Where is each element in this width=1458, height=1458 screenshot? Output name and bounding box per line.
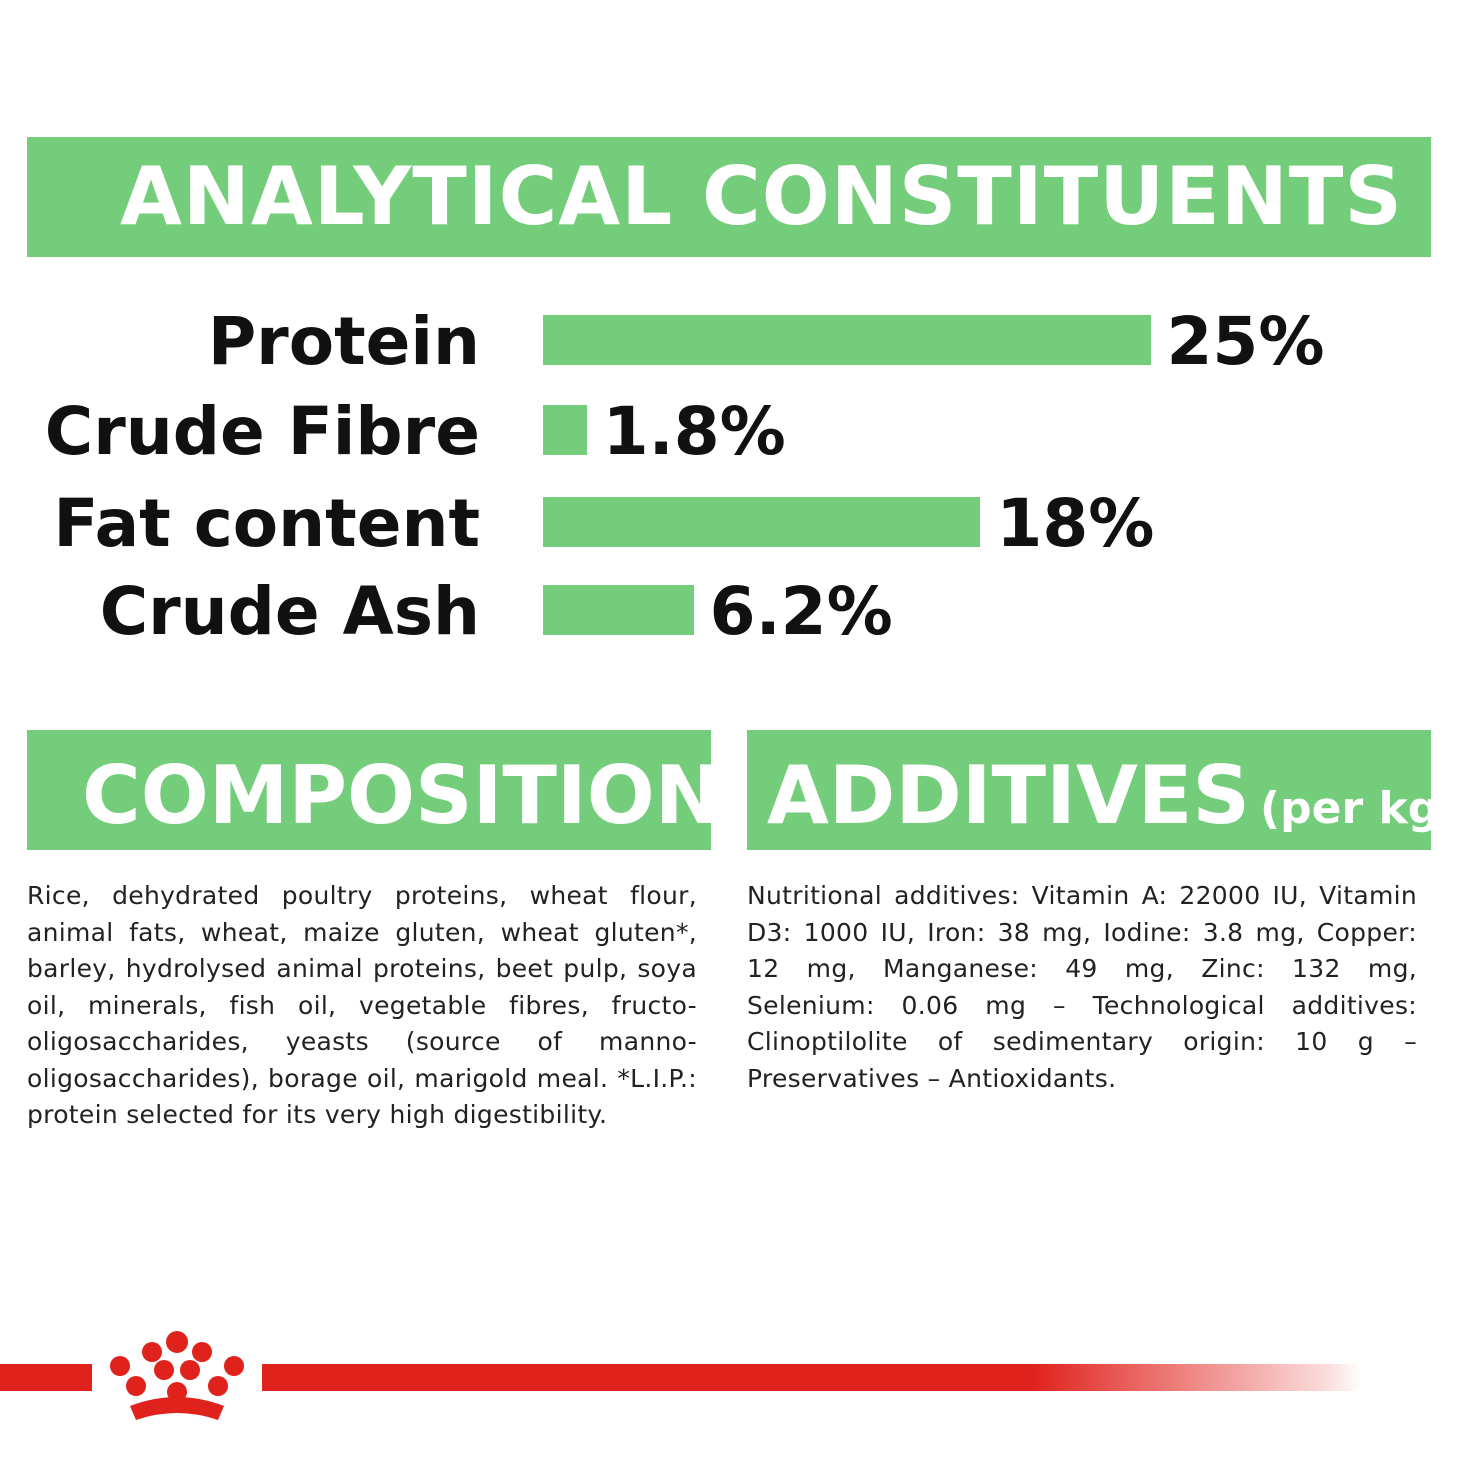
crown-icon [110,1331,244,1420]
additives-unit: (per kg) [1260,783,1458,834]
constituent-value: 25% [1166,303,1325,380]
footer-line-left [0,1364,92,1391]
constituent-bar [543,315,1151,365]
composition-header: COMPOSITION [27,730,722,850]
constituent-value: 18% [996,485,1155,562]
composition-text: Rice, dehydrated poultry proteins, wheat… [27,881,697,1129]
constituent-label: Crude Fibre [44,393,480,470]
constituent-label: Protein [207,303,480,380]
constituent-label: Crude Ash [99,573,480,650]
constituent-row: Protein 25% [0,307,1458,377]
additives-header: ADDITIVES (per kg) [747,730,1458,850]
constituent-bar [543,405,587,455]
constituent-value: 6.2% [709,573,893,650]
constituent-row: Crude Ash 6.2% [0,577,1458,647]
analytical-constituents-header: ANALYTICAL CONSTITUENTS [27,137,1431,257]
constituent-label: Fat content [53,485,480,562]
constituent-value: 1.8% [602,393,786,470]
constituent-bar [543,585,694,635]
constituent-bar [543,497,981,547]
footer-line-right [262,1364,1362,1391]
additives-text: Nutritional additives: Vitamin A: 22000 … [747,881,1417,1093]
constituent-row: Crude Fibre 1.8% [0,397,1458,467]
additives-title: ADDITIVES [767,749,1251,842]
constituent-row: Fat content 18% [0,489,1458,559]
